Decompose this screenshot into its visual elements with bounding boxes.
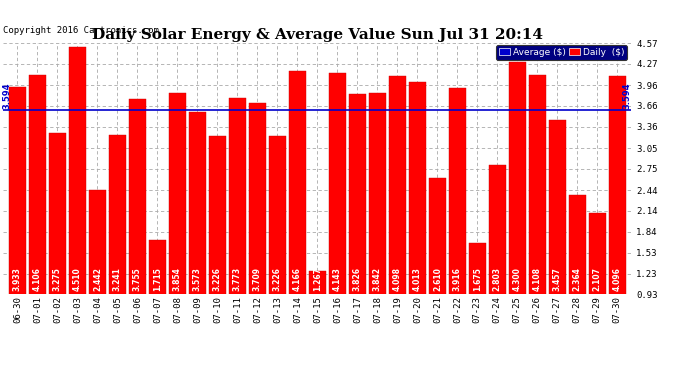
Bar <box>209 136 226 358</box>
Text: 2.442: 2.442 <box>93 267 102 291</box>
Text: 4.143: 4.143 <box>333 267 342 291</box>
Text: 3.594: 3.594 <box>3 82 12 109</box>
Bar <box>49 132 66 358</box>
Bar <box>149 240 166 358</box>
Text: 1.675: 1.675 <box>473 267 482 291</box>
Text: 2.610: 2.610 <box>433 267 442 291</box>
Text: 3.241: 3.241 <box>113 267 122 291</box>
Text: 3.773: 3.773 <box>233 267 242 291</box>
Bar <box>109 135 126 358</box>
Bar <box>189 112 206 358</box>
Bar <box>69 47 86 358</box>
Text: 4.108: 4.108 <box>533 267 542 291</box>
Bar <box>249 102 266 358</box>
Title: Daily Solar Energy & Average Value Sun Jul 31 20:14: Daily Solar Energy & Average Value Sun J… <box>92 28 543 42</box>
Text: 4.300: 4.300 <box>513 267 522 291</box>
Text: 4.096: 4.096 <box>613 267 622 291</box>
Text: 4.106: 4.106 <box>33 267 42 291</box>
Text: 3.916: 3.916 <box>453 267 462 291</box>
Text: 3.226: 3.226 <box>213 267 222 291</box>
Bar <box>229 98 246 358</box>
Bar <box>449 88 466 358</box>
Bar <box>609 76 626 358</box>
Bar <box>169 93 186 358</box>
Bar <box>489 165 506 358</box>
Bar <box>469 243 486 358</box>
Bar <box>409 82 426 358</box>
Text: 4.510: 4.510 <box>73 267 82 291</box>
Bar <box>9 87 26 358</box>
Bar <box>289 71 306 358</box>
Bar <box>89 190 106 358</box>
Bar <box>269 136 286 358</box>
Text: 3.226: 3.226 <box>273 267 282 291</box>
Bar <box>369 93 386 358</box>
Text: Copyright 2016 Cartronics.com: Copyright 2016 Cartronics.com <box>3 26 159 35</box>
Text: 4.098: 4.098 <box>393 267 402 291</box>
Bar <box>589 213 606 358</box>
Text: 3.709: 3.709 <box>253 267 262 291</box>
Text: 3.854: 3.854 <box>173 267 182 291</box>
Text: 1.715: 1.715 <box>153 267 162 291</box>
Text: 3.933: 3.933 <box>13 267 22 291</box>
Text: 1.267: 1.267 <box>313 267 322 291</box>
Text: 3.573: 3.573 <box>193 267 202 291</box>
Legend: Average ($), Daily  ($): Average ($), Daily ($) <box>496 45 627 60</box>
Bar <box>309 271 326 358</box>
Text: 4.013: 4.013 <box>413 267 422 291</box>
Bar <box>569 195 586 358</box>
Text: 4.166: 4.166 <box>293 267 302 291</box>
Bar <box>429 178 446 358</box>
Text: 3.275: 3.275 <box>53 267 62 291</box>
Text: 3.842: 3.842 <box>373 267 382 291</box>
Bar <box>389 76 406 358</box>
Text: 2.107: 2.107 <box>593 267 602 291</box>
Text: 3.755: 3.755 <box>133 267 142 291</box>
Bar <box>129 99 146 358</box>
Text: 2.364: 2.364 <box>573 267 582 291</box>
Bar <box>349 94 366 358</box>
Text: 3.457: 3.457 <box>553 267 562 291</box>
Bar <box>529 75 546 358</box>
Text: 2.803: 2.803 <box>493 267 502 291</box>
Bar <box>549 120 566 358</box>
Bar <box>509 62 526 358</box>
Bar <box>329 73 346 358</box>
Text: 3.594: 3.594 <box>623 82 632 109</box>
Text: 3.826: 3.826 <box>353 267 362 291</box>
Bar <box>29 75 46 358</box>
